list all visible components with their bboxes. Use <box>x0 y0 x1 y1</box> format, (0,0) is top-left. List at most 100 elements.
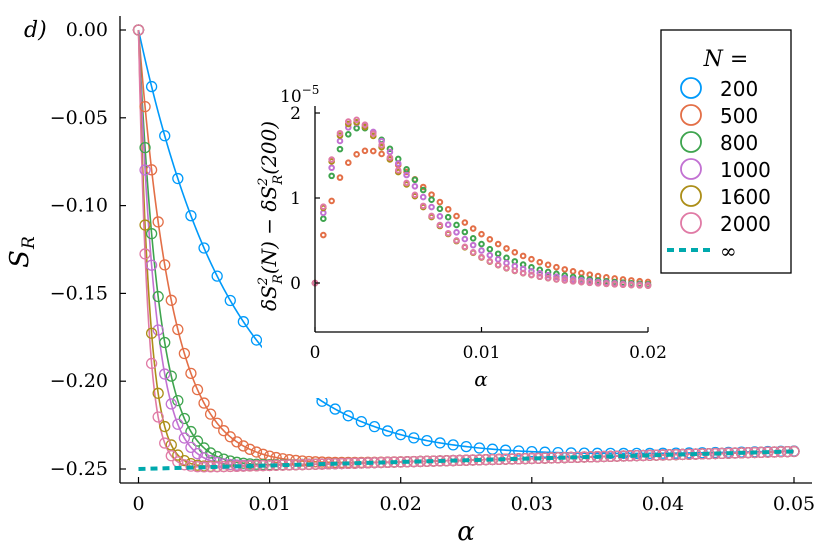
inset-ylabel-sup-2: 2 <box>256 178 271 187</box>
legend-swatch <box>680 212 702 234</box>
inset-marker-2000 <box>369 130 377 137</box>
legend-swatch <box>680 158 702 180</box>
inset-x-tick-label: 0.01 <box>463 343 501 363</box>
marker-200 <box>499 444 512 456</box>
legend: N = 200 500 800 1000 1600 2000 ∞ <box>660 29 792 274</box>
inset-ylabel-sup-1: 2 <box>256 277 271 286</box>
inset-marker-1000 <box>544 271 552 279</box>
marker-800 <box>172 394 184 407</box>
marker-200 <box>604 447 617 460</box>
inset-marker-2000 <box>444 229 452 237</box>
marker-500 <box>211 417 223 429</box>
inset-marker-2000 <box>411 191 419 199</box>
inset-ylabel-sub-2: R <box>271 175 286 186</box>
legend-label: 500 <box>720 104 758 128</box>
marker-2000 <box>663 449 676 461</box>
marker-1600 <box>145 327 158 339</box>
marker-2000 <box>139 248 151 260</box>
inset-marker-800 <box>486 245 494 253</box>
marker-500 <box>237 440 250 452</box>
marker-200 <box>473 442 486 454</box>
inset-marker-800 <box>436 205 444 213</box>
inset-marker-500 <box>345 159 352 167</box>
main-x-tick-label: 0.05 <box>773 493 815 515</box>
marker-200 <box>329 403 341 415</box>
marker-500 <box>172 323 184 336</box>
inset-marker-1000 <box>486 251 494 259</box>
inset-marker-500 <box>369 147 377 155</box>
inset-marker-800 <box>345 130 352 138</box>
inset-marker-500 <box>419 183 427 191</box>
inset-marker-800 <box>453 221 460 229</box>
marker-1000 <box>139 164 151 176</box>
marker-200 <box>250 334 263 346</box>
marker-200 <box>355 415 368 428</box>
inset-x-tick-label: 0 <box>310 343 321 363</box>
inset-marker-2000 <box>586 279 594 287</box>
inset-marker-2000 <box>403 179 410 187</box>
marker-200 <box>395 429 407 441</box>
inset-marker-2000 <box>494 261 502 269</box>
main-plot: 0 0.01 0.02 0.03 0.04 0.05 0.00 −0.05 −0.10 −0.15… <box>5 16 815 547</box>
inset-marker-2000 <box>528 271 535 279</box>
inset-marker-2000 <box>419 202 427 210</box>
inset-marker-2000 <box>544 274 552 282</box>
main-x-tick-label: 0.02 <box>380 493 422 515</box>
marker-200 <box>342 410 354 422</box>
marker-1000 <box>178 432 191 444</box>
inset-marker-2000 <box>503 264 510 272</box>
marker-2000 <box>231 460 243 473</box>
marker-200 <box>539 446 551 458</box>
marker-500 <box>198 397 210 409</box>
inset-x-tick-label: 0.02 <box>629 343 667 363</box>
marker-2000 <box>722 447 735 459</box>
marker-2000 <box>519 452 531 465</box>
marker-1000 <box>165 398 177 410</box>
marker-800 <box>185 425 197 438</box>
marker-200 <box>526 446 538 458</box>
inset-y-tick-label: 2 <box>290 104 301 124</box>
marker-800 <box>152 290 164 303</box>
inset-marker-500 <box>503 245 510 252</box>
marker-2000 <box>329 458 341 470</box>
legend-entry-200: 200 <box>680 77 758 101</box>
marker-800 <box>191 435 204 447</box>
marker-200 <box>368 420 381 433</box>
inset-marker-2000 <box>644 282 652 289</box>
marker-1000 <box>198 452 210 464</box>
marker-2000 <box>604 450 617 463</box>
inset-marker-2000 <box>553 276 560 283</box>
marker-500 <box>218 425 230 437</box>
inset-multiplier-exp: −5 <box>302 83 320 97</box>
legend-swatch <box>680 77 702 99</box>
inset-marker-1000 <box>478 247 485 254</box>
inset-marker-500 <box>494 240 502 248</box>
marker-2000 <box>257 460 269 472</box>
marker-2000 <box>650 449 662 461</box>
main-y-tick-label: −0.15 <box>50 282 108 304</box>
marker-2000 <box>749 446 761 459</box>
legend-entry-500: 500 <box>680 104 758 128</box>
inset-marker-800 <box>461 228 469 236</box>
marker-200 <box>237 316 250 328</box>
inset-marker-1000 <box>328 164 335 172</box>
marker-800 <box>159 336 171 349</box>
main-y-axis-label: SR <box>5 236 39 268</box>
inset-marker-2000 <box>561 277 569 284</box>
marker-500 <box>178 347 191 360</box>
marker-2000 <box>460 454 472 466</box>
inset-marker-2000 <box>394 167 402 174</box>
marker-200 <box>421 434 433 447</box>
inset-y-tick-label: 1 <box>290 189 301 209</box>
legend-box <box>660 29 792 274</box>
marker-500 <box>145 164 158 176</box>
inset-marker-2000 <box>536 273 544 280</box>
inset-marker-2000 <box>619 281 627 288</box>
marker-500 <box>250 446 263 458</box>
marker-1000 <box>185 441 197 454</box>
inset-axes: 0 0.01 0.02 0 1 2 <box>290 104 667 363</box>
marker-200 <box>447 439 459 451</box>
marker-200 <box>408 432 420 444</box>
main-y-axis-label-main: S <box>5 250 35 268</box>
inset-marker-1000 <box>436 213 444 220</box>
